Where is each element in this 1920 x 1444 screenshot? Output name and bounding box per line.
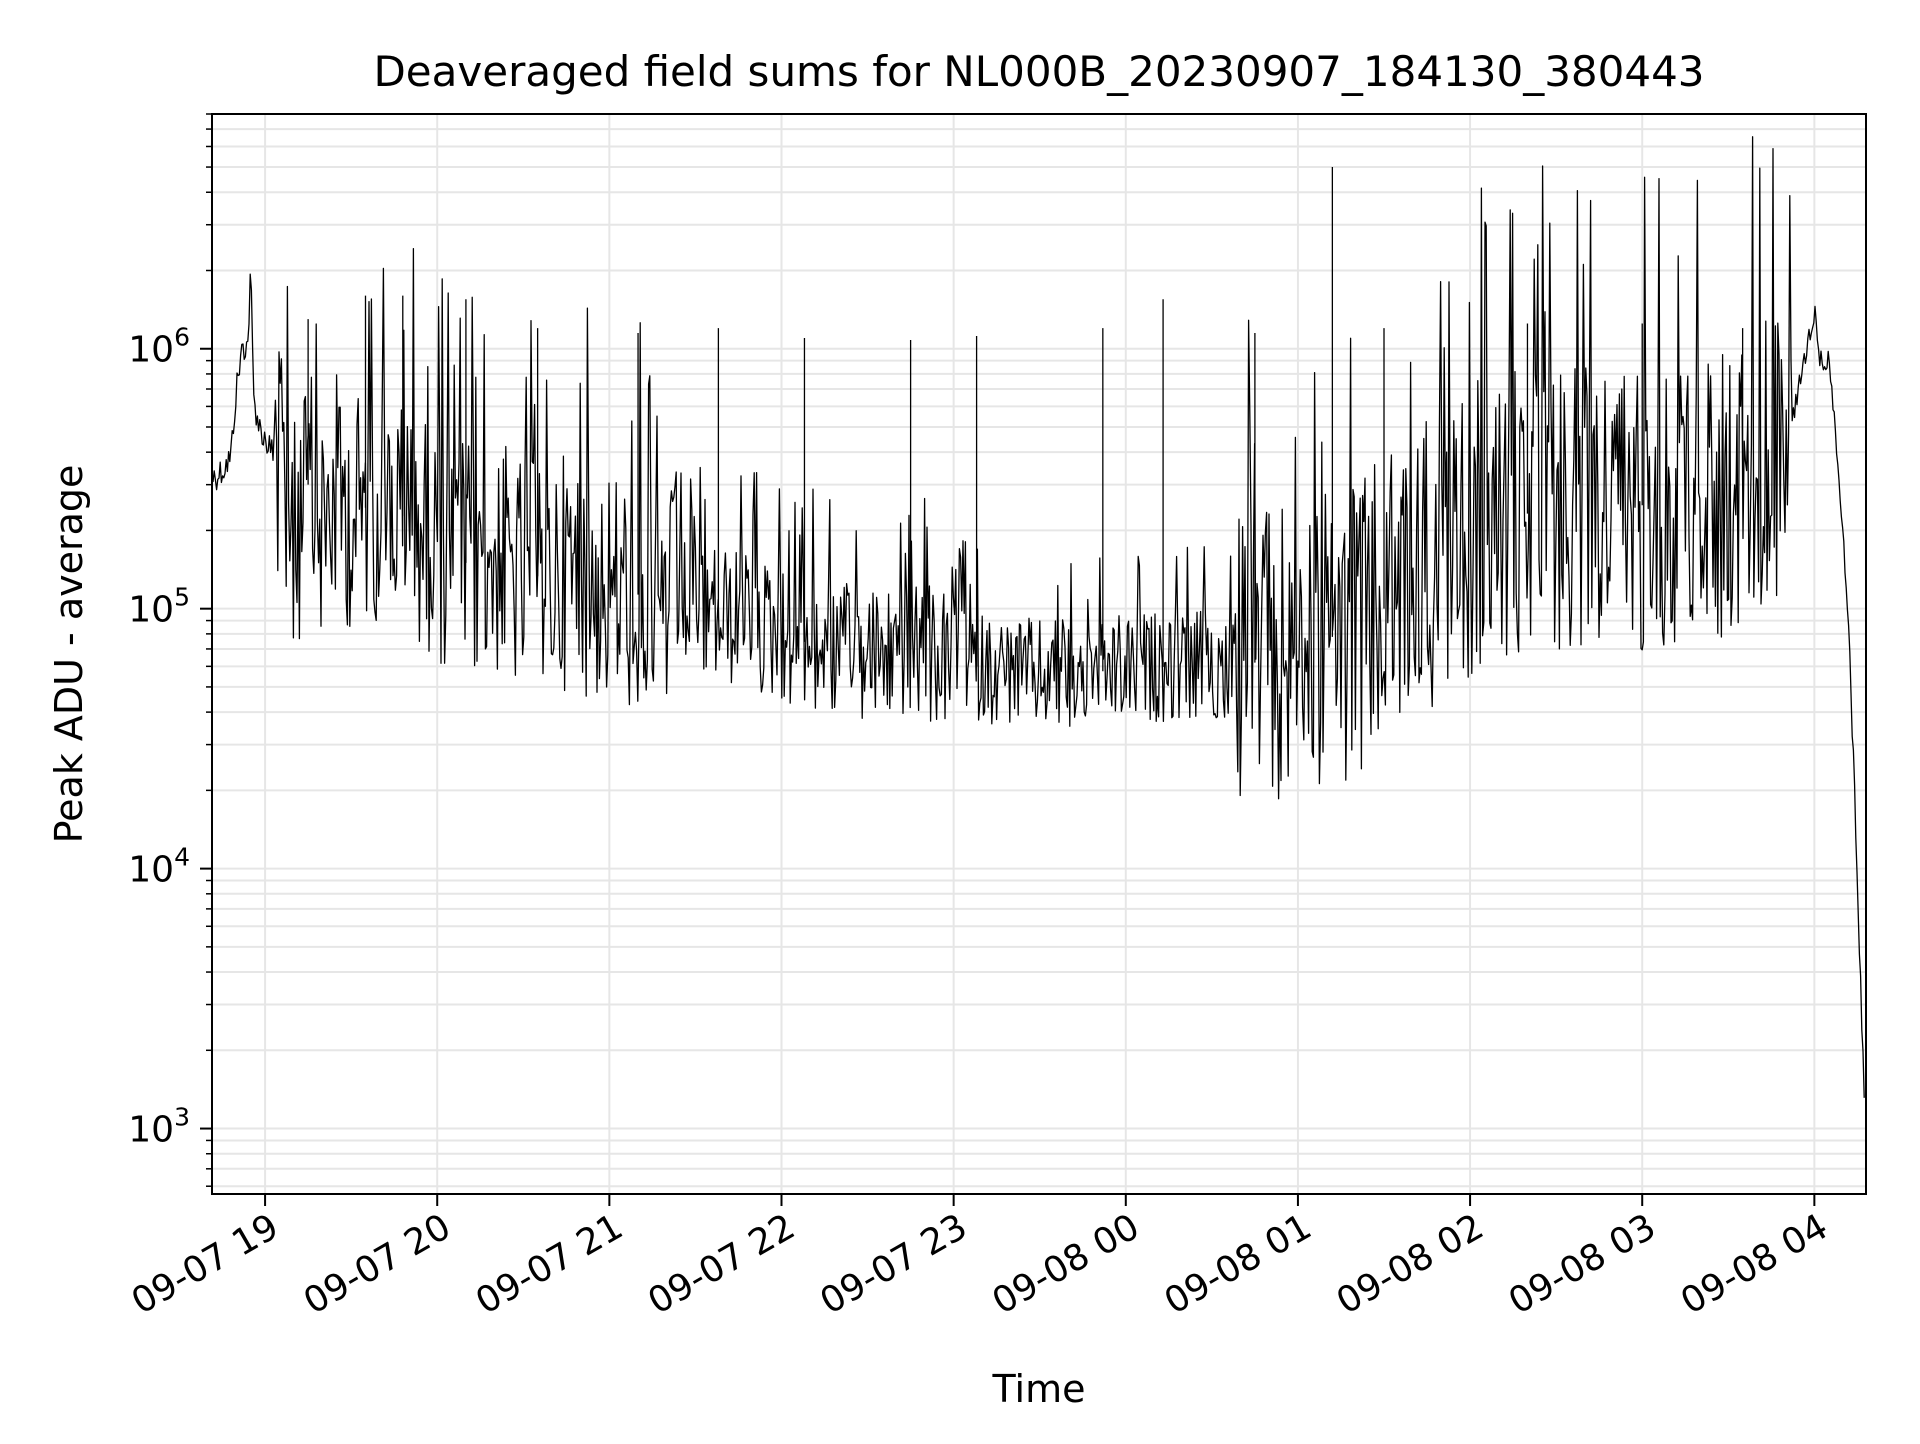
- y-axis-label: Peak ADU - average: [47, 465, 91, 844]
- y-tick-label: 105: [128, 583, 190, 631]
- y-tick-label-base: 10: [128, 330, 174, 371]
- y-tick-label-base: 10: [128, 850, 174, 891]
- data-series: [212, 136, 1865, 1098]
- y-tick-label: 106: [128, 323, 190, 371]
- x-axis-label: Time: [992, 1367, 1086, 1411]
- y-tick-label-exponent: 5: [174, 583, 190, 612]
- y-tick-label-exponent: 6: [174, 323, 190, 352]
- y-tick-label-exponent: 3: [174, 1103, 190, 1132]
- chart-title: Deaveraged field sums for NL000B_2023090…: [373, 47, 1704, 96]
- y-tick-label-base: 10: [128, 1110, 174, 1151]
- plot-frame: [211, 113, 1867, 1195]
- y-tick-label: 104: [128, 843, 190, 891]
- series-line: [212, 136, 1865, 1098]
- y-tick-label: 103: [128, 1103, 190, 1151]
- y-tick-label-base: 10: [128, 590, 174, 631]
- y-tick-label-exponent: 4: [174, 843, 190, 872]
